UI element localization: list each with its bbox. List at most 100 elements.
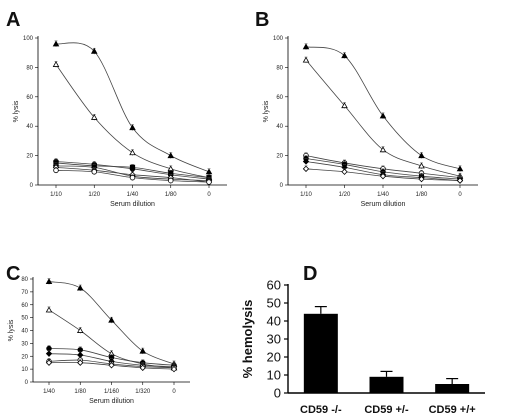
panel-a: A 0 20 40 60 80 100 1/10 1/20 1/40 1/80 0 Serum dilu… <box>6 9 227 208</box>
x-category-label: CD59 +/- <box>364 404 409 416</box>
x-tick-label: 1/10 <box>50 192 62 198</box>
x-tick-label: 1/20 <box>88 192 100 198</box>
data-point <box>341 102 348 109</box>
y-tick-label: 10 <box>21 367 28 373</box>
y-tick-label: 50 <box>267 296 281 311</box>
data-point <box>129 164 136 170</box>
x-tick-label: 1/20 <box>339 192 351 198</box>
y-tick-label: 60 <box>26 95 33 101</box>
data-point <box>418 175 425 183</box>
y-tick-label: 40 <box>276 124 283 130</box>
bar <box>435 384 470 393</box>
y-tick-label: 0 <box>25 380 29 386</box>
y-tick-label: 0 <box>280 183 284 189</box>
series-line <box>55 64 210 179</box>
y-axis-title: % hemolysis <box>240 300 255 379</box>
data-point <box>379 112 387 119</box>
y-tick-label: 60 <box>21 303 28 309</box>
data-point <box>45 359 53 366</box>
x-tick-label: 1/80 <box>165 192 177 198</box>
x-tick-label: 1/40 <box>43 389 55 395</box>
y-tick-label: 50 <box>21 316 28 322</box>
y-tick-label: 30 <box>267 332 281 347</box>
y-tick-label: 60 <box>267 278 281 293</box>
panel-d: D 0 10 20 30 40 50 60 % hemolysis CD59 -/- CD59 +/… <box>240 263 485 416</box>
data-point <box>167 152 175 159</box>
data-point <box>90 113 98 120</box>
y-tick-label: 40 <box>21 329 28 335</box>
data-point <box>77 351 84 359</box>
y-tick-label: 20 <box>276 154 283 160</box>
data-point <box>52 61 60 67</box>
y-tick-label: 40 <box>26 124 33 130</box>
panel-letter-d: D <box>303 263 317 285</box>
x-tick-label: 1/80 <box>416 192 428 198</box>
y-tick-label: 20 <box>267 350 281 365</box>
y-tick-label: 80 <box>21 277 28 283</box>
x-tick-label: 0 <box>207 192 211 198</box>
data-point <box>91 169 97 175</box>
data-point <box>302 165 310 172</box>
data-point <box>46 345 52 352</box>
x-category-label: CD59 -/- <box>300 404 342 416</box>
y-axis-title: % lysis <box>13 100 20 122</box>
x-axis-title: Serum dilution <box>110 201 155 208</box>
data-point <box>139 347 147 354</box>
y-tick-label: 20 <box>26 154 33 160</box>
data-point <box>302 158 310 165</box>
x-tick-label: 0 <box>172 389 176 395</box>
x-category-label: CD59 +/+ <box>429 404 476 416</box>
y-tick-label: 0 <box>274 386 281 401</box>
panel-letter-a: A <box>6 9 20 31</box>
y-axis-title: % lysis <box>8 319 15 341</box>
data-point <box>341 168 348 175</box>
x-tick-label: 0 <box>458 192 462 198</box>
data-point <box>129 174 136 181</box>
y-tick-label: 0 <box>30 183 34 189</box>
data-point <box>302 56 310 63</box>
data-point <box>379 173 387 180</box>
bar <box>369 376 404 393</box>
data-point <box>76 327 84 333</box>
panel-b: B 0 20 40 60 80 100 1/10 1/20 1/40 1/80 0 Serum dilu… <box>255 9 478 208</box>
data-point <box>45 306 53 313</box>
data-point <box>90 47 98 54</box>
data-point <box>129 124 136 131</box>
data-point <box>418 162 425 169</box>
data-point <box>139 364 146 372</box>
data-point <box>341 52 348 59</box>
y-axis-title: % lysis <box>263 100 270 122</box>
data-point <box>205 168 213 175</box>
data-point <box>77 347 83 353</box>
data-point <box>379 146 387 153</box>
y-tick-label: 30 <box>21 341 28 347</box>
panel-letter-c: C <box>6 263 20 285</box>
data-point <box>108 316 115 323</box>
y-tick-label: 60 <box>276 95 283 101</box>
x-tick-label: 1/320 <box>135 389 151 395</box>
y-tick-label: 80 <box>276 65 283 71</box>
data-point <box>45 350 53 357</box>
y-tick-label: 80 <box>26 65 33 71</box>
data-point <box>53 167 59 174</box>
x-axis-title: Serum dilution <box>89 398 134 405</box>
data-point <box>108 362 115 369</box>
data-point <box>418 152 425 159</box>
data-point <box>206 179 212 185</box>
x-tick-label: 1/40 <box>377 192 389 198</box>
data-point <box>76 284 84 291</box>
x-axis-title: Serum dilution <box>361 201 406 208</box>
y-tick-label: 10 <box>267 368 281 383</box>
y-tick-label: 70 <box>21 290 28 296</box>
panel-letter-b: B <box>255 9 269 31</box>
y-tick-label: 20 <box>21 354 28 360</box>
data-point <box>52 40 60 47</box>
data-point <box>168 177 174 184</box>
y-tick-label: 100 <box>273 36 284 42</box>
x-tick-label: 1/40 <box>127 192 139 198</box>
y-tick-label: 100 <box>23 36 34 42</box>
data-point <box>302 43 310 50</box>
data-point <box>456 177 464 184</box>
x-tick-label: 1/10 <box>300 192 312 198</box>
